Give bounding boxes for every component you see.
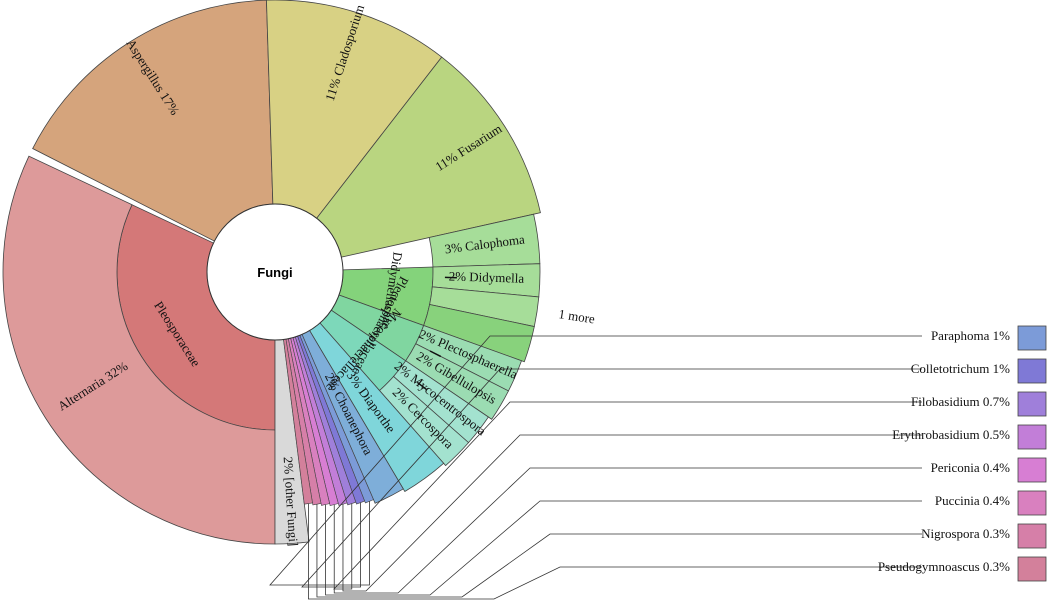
legend-label-pseudogymnoascus: Pseudogymnoascus 0.3% xyxy=(878,559,1010,574)
leader-line-pseudogymnoascus xyxy=(308,503,922,600)
legend-label-filobasidium: Filobasidium 0.7% xyxy=(911,394,1010,409)
legend-swatch-puccinia xyxy=(1017,490,1047,516)
genus-wedge-alternaria xyxy=(2,155,276,545)
tick-mark xyxy=(416,381,428,391)
leader-line-erythrobasidium xyxy=(342,434,922,592)
legend-label-colletotrichum: Colletotrichum 1% xyxy=(911,361,1010,376)
leader-line-periconia xyxy=(333,467,922,594)
legend-swatch-pseudogymnoascus xyxy=(1017,556,1047,582)
legend-swatch-paraphoma xyxy=(1017,325,1047,351)
tick-mark xyxy=(429,350,442,358)
center-label: Fungi xyxy=(257,265,292,280)
label-other-fungi: 2% [other Fungi] xyxy=(281,456,302,546)
leader-line-puccinia xyxy=(325,500,922,596)
legend-swatch-colletotrichum xyxy=(1017,358,1047,384)
legend-label-paraphoma: Paraphoma 1% xyxy=(931,328,1010,343)
label-1-more: 1 more xyxy=(558,306,597,326)
legend-label-periconia: Periconia 0.4% xyxy=(931,460,1011,475)
leader-line-colletotrichum xyxy=(301,368,922,588)
legend-label-nigrospora: Nigrospora 0.3% xyxy=(921,526,1010,541)
legend-label-puccinia: Puccinia 0.4% xyxy=(935,493,1010,508)
legend-swatch-filobasidium xyxy=(1017,391,1047,417)
legend-swatch-nigrospora xyxy=(1017,523,1047,549)
leader-line-nigrospora xyxy=(316,504,922,598)
leader-line-paraphoma xyxy=(269,335,922,586)
legend-swatch-erythrobasidium xyxy=(1017,424,1047,450)
label-didymella: 2% Didymella xyxy=(448,268,524,285)
legend-swatch-periconia xyxy=(1017,457,1047,483)
legend-label-erythrobasidium: Erythrobasidium 0.5% xyxy=(892,427,1010,442)
center-circle xyxy=(206,203,344,341)
